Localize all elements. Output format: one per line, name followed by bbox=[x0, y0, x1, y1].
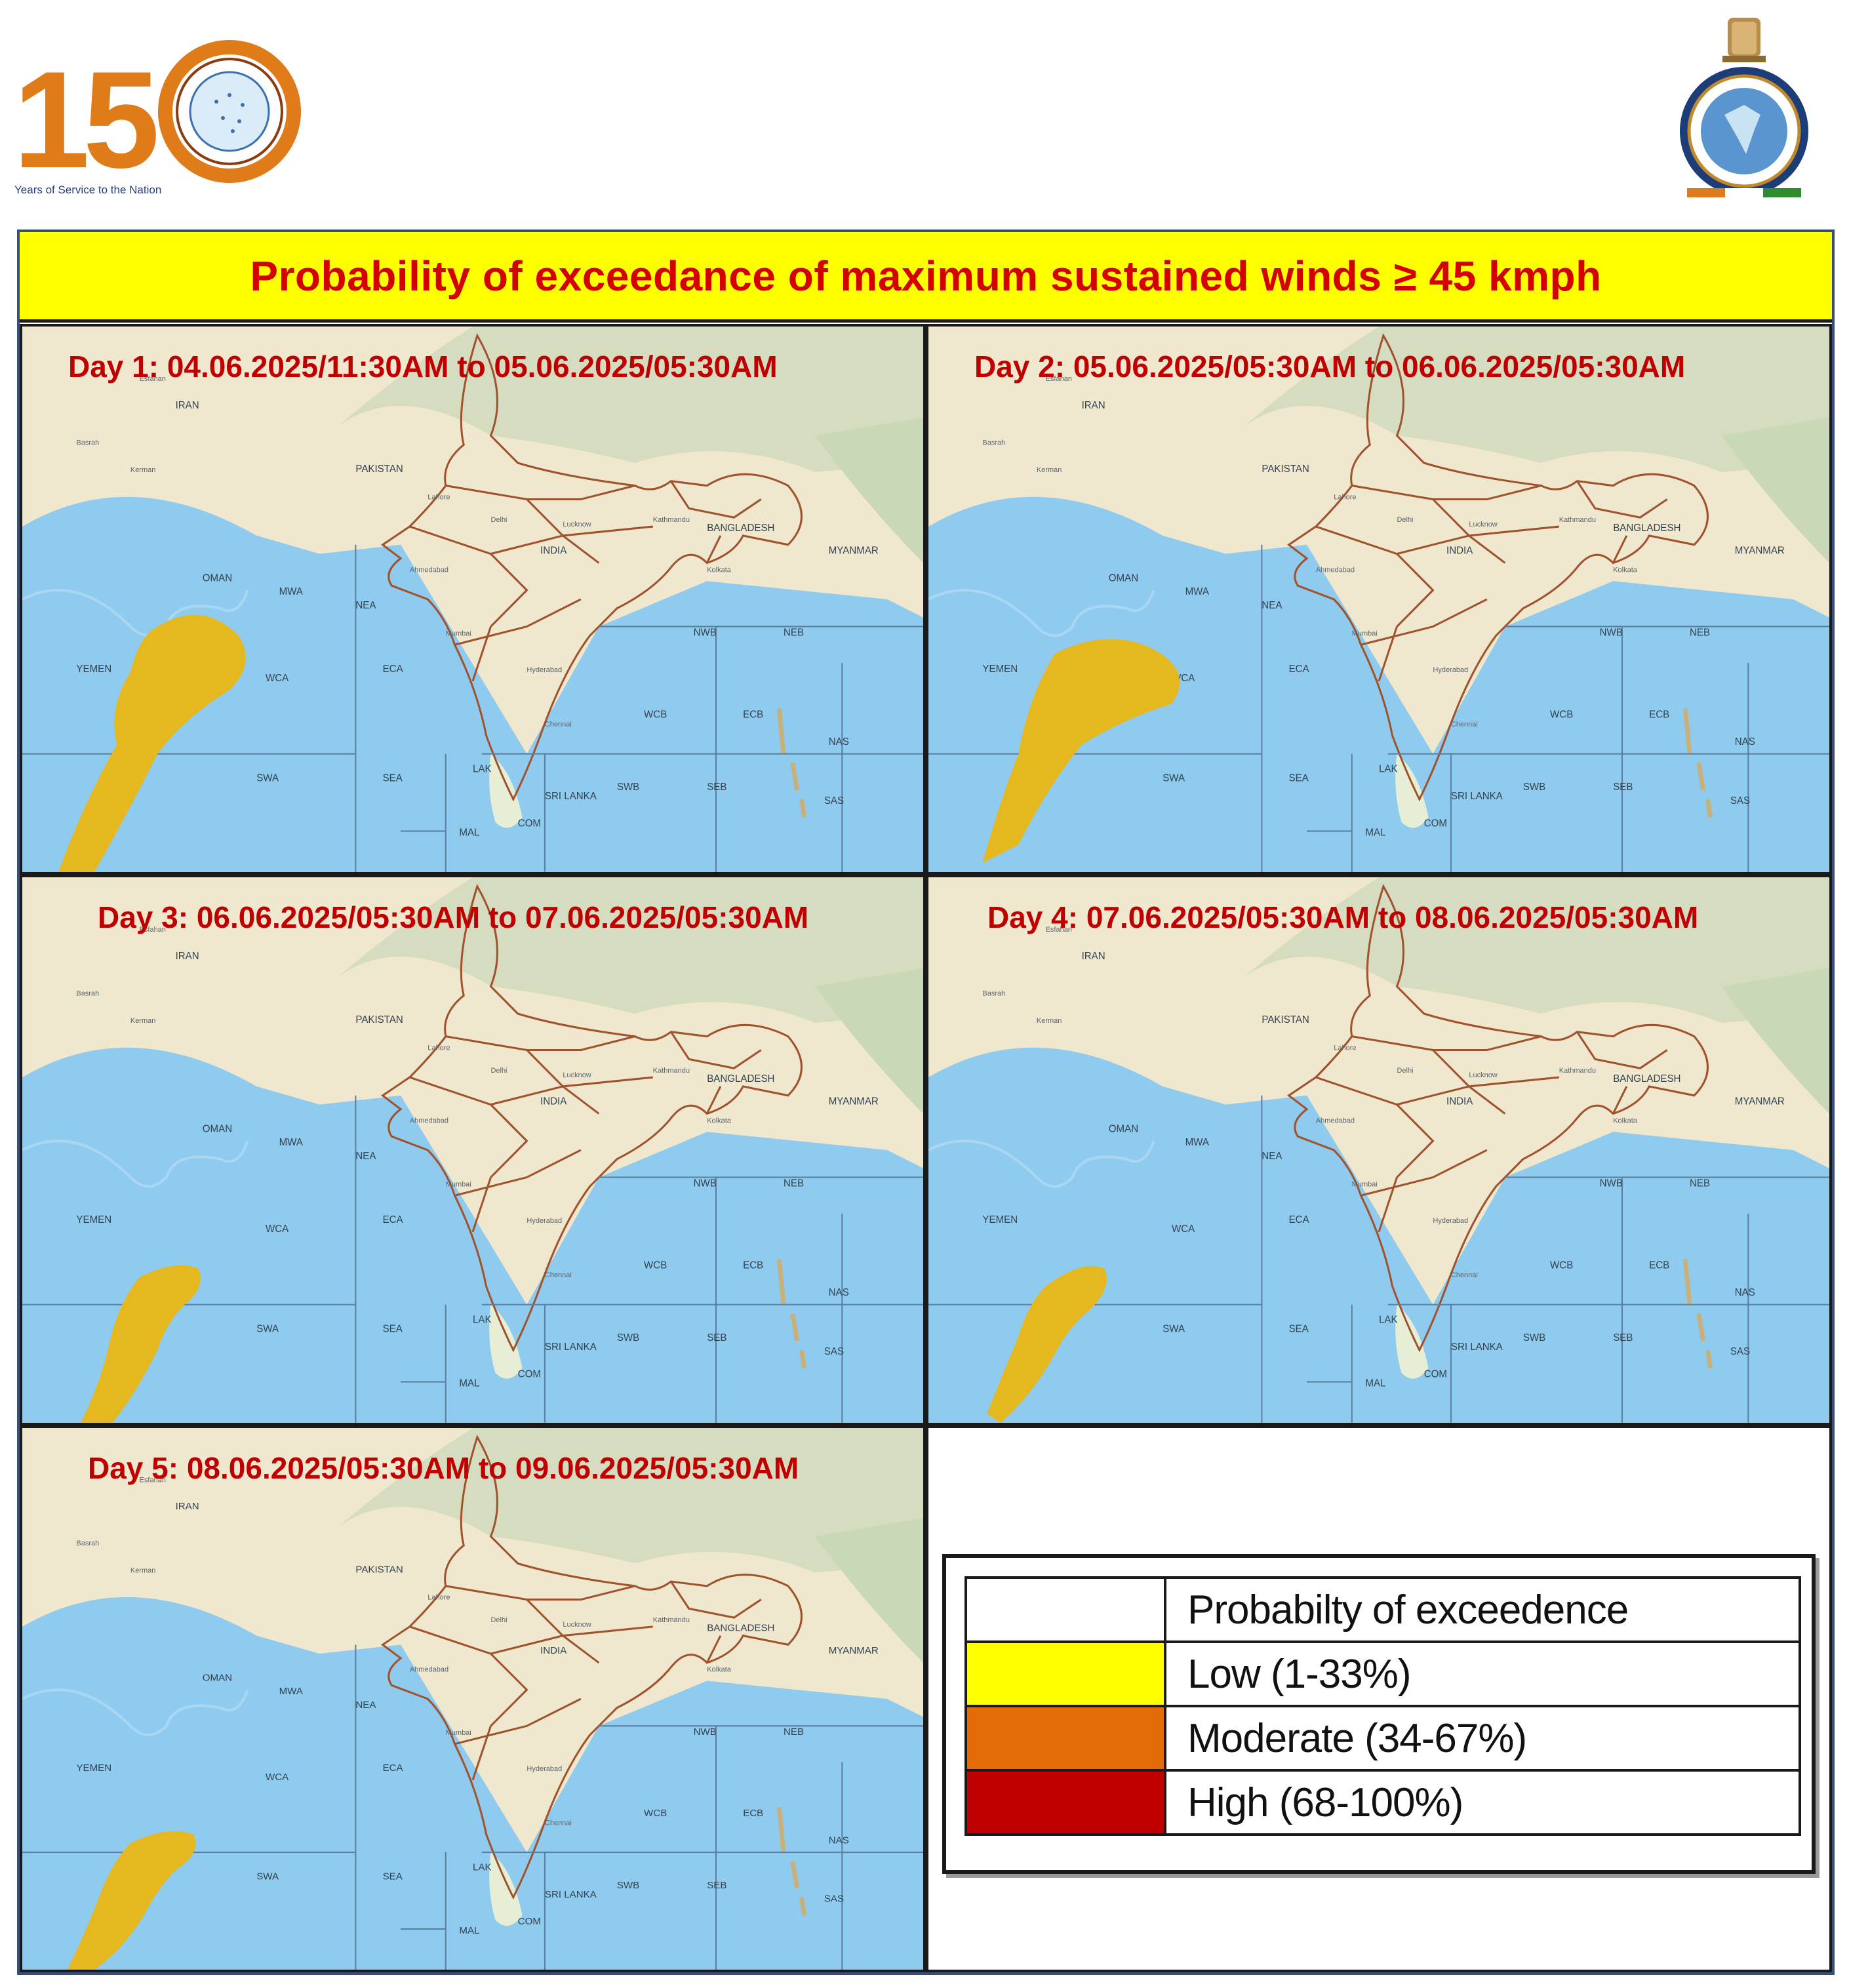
legend-swatch-moderate bbox=[964, 1705, 1166, 1772]
legend: Probabilty of exceedence Low (1-33%) Mod… bbox=[942, 1554, 1816, 1874]
legend-row-high: High (68-100%) bbox=[964, 1769, 1801, 1836]
map-panel-day-4: Day 4: 07.06.2025/05:30AM to 08.06.2025/… bbox=[926, 875, 1832, 1425]
basemap-day-1 bbox=[22, 327, 923, 872]
legend-label-low: Low (1-33%) bbox=[1164, 1640, 1801, 1707]
legend-row-moderate: Moderate (34-67%) bbox=[964, 1705, 1801, 1772]
map-panel-day-2: Day 2: 05.06.2025/05:30AM to 06.06.2025/… bbox=[926, 324, 1832, 875]
page-title: Probability of exceedance of maximum sus… bbox=[250, 252, 1602, 300]
logo-tagline: Years of Service to the Nation bbox=[14, 184, 161, 193]
legend-row-low: Low (1-33%) bbox=[964, 1640, 1801, 1707]
basemap-day-5 bbox=[22, 1428, 923, 1970]
panel-label-day-2: Day 2: 05.06.2025/05:30AM to 06.06.2025/… bbox=[974, 349, 1686, 384]
map-panel-day-3: Day 3: 06.06.2025/05:30AM to 07.06.2025/… bbox=[20, 875, 926, 1425]
panel-label-day-4: Day 4: 07.06.2025/05:30AM to 08.06.2025/… bbox=[987, 900, 1699, 934]
forecast-area-low-day-4 bbox=[987, 1265, 1107, 1423]
forecast-area-low-day-1 bbox=[58, 614, 246, 872]
svg-text:15: 15 bbox=[13, 43, 156, 193]
imd-150-logo: 15 Years of Service to the Nation bbox=[13, 40, 301, 193]
panel-label-day-3: Day 3: 06.06.2025/05:30AM to 07.06.2025/… bbox=[98, 900, 809, 934]
legend-swatch-high bbox=[964, 1769, 1166, 1836]
legend-label-high: High (68-100%) bbox=[1164, 1769, 1801, 1836]
legend-header: Probabilty of exceedence bbox=[1164, 1576, 1801, 1643]
legend-table: Probabilty of exceedence Low (1-33%) Mod… bbox=[964, 1576, 1801, 1836]
panel-label-day-1: Day 1: 04.06.2025/11:30AM to 05.06.2025/… bbox=[68, 349, 778, 384]
forecast-area-low-day-3 bbox=[81, 1265, 201, 1423]
title-bar: Probability of exceedance of maximum sus… bbox=[20, 232, 1832, 323]
panel-label-day-5: Day 5: 08.06.2025/05:30AM to 09.06.2025/… bbox=[88, 1451, 799, 1485]
basemap-day-2 bbox=[928, 327, 1829, 872]
forecast-area-low-day-2 bbox=[982, 639, 1180, 864]
basemap-day-3 bbox=[22, 877, 923, 1423]
forecast-area-low-day-5 bbox=[67, 1831, 196, 1970]
map-panel-day-5: Day 5: 08.06.2025/05:30AM to 09.06.2025/… bbox=[20, 1425, 926, 1972]
legend-label-moderate: Moderate (34-67%) bbox=[1164, 1705, 1801, 1772]
legend-header-swatch bbox=[964, 1576, 1166, 1643]
imd-emblem bbox=[1680, 18, 1808, 197]
legend-header-row: Probabilty of exceedence bbox=[964, 1576, 1801, 1643]
map-panel-day-1: Day 1: 04.06.2025/11:30AM to 05.06.2025/… bbox=[20, 324, 926, 875]
legend-swatch-low bbox=[964, 1640, 1166, 1707]
basemap-day-4 bbox=[928, 877, 1829, 1423]
